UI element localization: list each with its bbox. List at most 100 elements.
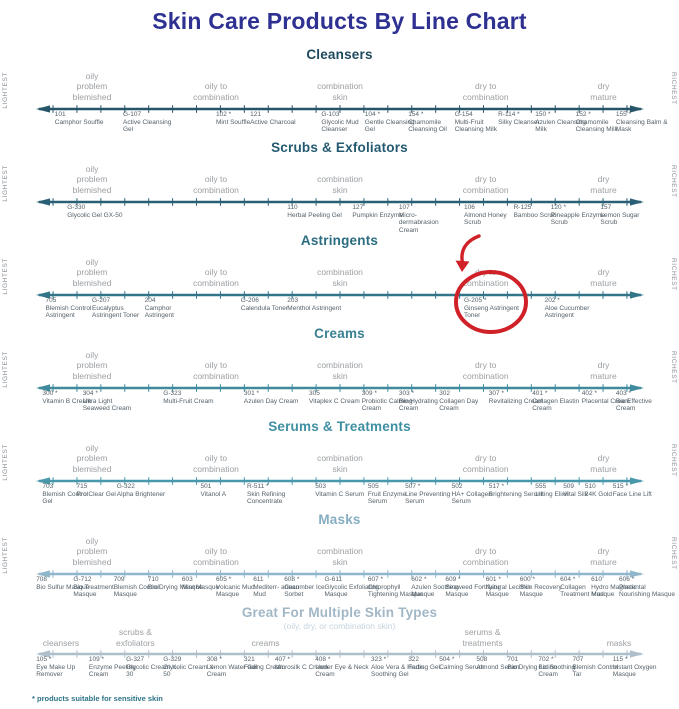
product-item: 304 * Ultra Light Seaweed Cream bbox=[83, 390, 139, 413]
skin-type-label: combination skin bbox=[317, 453, 363, 474]
skin-type-label: serums & treatments bbox=[462, 627, 503, 648]
product-name: Face Line Lift bbox=[612, 490, 652, 498]
product-number: 110 bbox=[287, 204, 298, 211]
product-name: Enzyme Peeling Cream bbox=[88, 663, 136, 679]
product-number: G-611 bbox=[324, 576, 343, 583]
product-number: 309 * bbox=[361, 390, 377, 397]
product-name: Gentle Cleansing Gel bbox=[364, 118, 415, 134]
product-item: 403 * Bio Effective Cream bbox=[616, 390, 672, 413]
product-number: 705 bbox=[45, 297, 57, 304]
product-item: 603 Mint Masque bbox=[182, 576, 238, 591]
product-number: 322 bbox=[408, 656, 420, 663]
row-inner: oily problem blemished oily to combination co… bbox=[30, 418, 652, 511]
product-number: 407 * bbox=[274, 656, 291, 663]
product-number: 105 * bbox=[36, 656, 52, 663]
product-number: 300 * bbox=[42, 390, 58, 397]
product-number: 600 * bbox=[519, 576, 535, 583]
product-name: Azulen Cleansing Milk bbox=[535, 118, 586, 134]
row-inner: oily problem blemished oily to combination co… bbox=[30, 139, 650, 234]
product-item: 106 Almond Honey Scrub bbox=[464, 204, 520, 227]
row-cleansers: Cleansers LIGHTEST RICHEST oily problem blemi… bbox=[0, 46, 679, 139]
product-number: 302 bbox=[439, 390, 451, 397]
product-item: 322 Fading Gel bbox=[408, 656, 464, 671]
product-name: Fading Gel bbox=[408, 663, 440, 671]
row-inner: cleansers scrubs & exfoliators creams serums… bbox=[30, 604, 657, 692]
product-number: 515 * bbox=[612, 483, 628, 490]
skin-type-label: oily to combination bbox=[193, 267, 239, 288]
product-number: 106 bbox=[464, 204, 475, 211]
product-item: 152 * Chamomile Cleansing Milk bbox=[576, 111, 632, 134]
product-number: 508 bbox=[476, 656, 488, 663]
product-item: R-125 Bamboo Scrub bbox=[514, 204, 570, 219]
product-name: Almond Honey Scrub bbox=[464, 211, 507, 227]
axis-line bbox=[30, 647, 650, 661]
product-name: Ultra Light Seaweed Cream bbox=[82, 397, 132, 413]
product-name: Collagen Day Cream bbox=[439, 397, 479, 413]
row-title-astringents: Astringents bbox=[300, 233, 379, 248]
richest-label: RICHEST bbox=[670, 537, 677, 570]
product-number: 304 * bbox=[82, 390, 98, 397]
product-number: 611 bbox=[253, 576, 264, 583]
product-number: 509 bbox=[563, 483, 575, 490]
lightest-label: LIGHTEST bbox=[2, 165, 9, 202]
product-item: 715 Pro Clear Gel bbox=[77, 483, 133, 498]
product-item: 300 * Vitamin B Cream bbox=[42, 390, 98, 405]
product-number: 504 * bbox=[439, 656, 455, 663]
skin-type-label: oily to combination bbox=[193, 546, 239, 567]
axis-line bbox=[30, 102, 650, 116]
product-number: 203 bbox=[287, 297, 299, 304]
product-number: 603 bbox=[181, 576, 193, 583]
product-item: 401 * Collagen Elastin Cream bbox=[532, 390, 588, 413]
product-item: 154 * Chamomile Cleansing Oil bbox=[408, 111, 464, 134]
product-number: 202 * bbox=[544, 297, 560, 304]
row-inner: oily problem blemished oily to combination co… bbox=[30, 325, 652, 418]
product-item: 303 * Bio Hydrating Cream bbox=[399, 390, 455, 413]
skin-type-label: cleansers bbox=[42, 637, 80, 648]
product-item: 115 * Instant Oxygen Masque bbox=[613, 656, 669, 679]
product-number: R-125 bbox=[513, 204, 532, 211]
axis-line bbox=[30, 195, 650, 209]
product-item: 504 * Calming Serum bbox=[439, 656, 495, 671]
product-name: Glycolic Cream X-30 bbox=[126, 663, 179, 679]
product-item: G-611 Glycolic Exfoliating Masque bbox=[325, 576, 381, 599]
product-number: 608 * bbox=[284, 576, 300, 583]
product-number: 601 * bbox=[485, 576, 501, 583]
product-name: Blemish Control Tar bbox=[572, 663, 619, 679]
product-name: Lifting Elixir bbox=[535, 490, 569, 498]
product-item: 307 * Revitalizing Cream bbox=[489, 390, 545, 405]
product-name: Eye Make Up Remover bbox=[36, 663, 76, 679]
skin-type-label: dry mature bbox=[590, 546, 617, 567]
product-number: 101 bbox=[54, 111, 66, 118]
product-number: G-712 bbox=[73, 576, 92, 583]
row-title-cleansers: Cleansers bbox=[306, 47, 373, 62]
product-name: Lemon Sugar Scrub bbox=[600, 211, 640, 227]
product-name: Bio Drying Masque bbox=[147, 583, 203, 591]
product-item: 301 * Azulen Day Cream bbox=[244, 390, 300, 405]
product-name: Bio Sulfur Masque bbox=[36, 583, 90, 591]
row-astringents: Astringents LIGHTEST RICHEST oily problem ble… bbox=[0, 232, 679, 334]
product-number: G-330 bbox=[67, 204, 86, 211]
richest-label: RICHEST bbox=[670, 351, 677, 384]
skin-type-label: dry to combination bbox=[462, 453, 509, 474]
skin-type-label: dry to combination bbox=[462, 546, 509, 567]
product-number: 150 * bbox=[535, 111, 551, 118]
product-name: Aloe Vera & Herbs Soothing Gel bbox=[371, 663, 425, 679]
product-name: Almond Serum bbox=[476, 663, 520, 671]
product-number: 605 * bbox=[216, 576, 232, 583]
row-title-creams: Creams bbox=[314, 326, 365, 341]
product-name: Mint Masque bbox=[181, 583, 220, 591]
product-item: 110 Herbal Peeling Gel bbox=[287, 204, 343, 219]
page-title: Skin Care Products By Line Chart bbox=[152, 8, 527, 34]
product-number: 709 bbox=[113, 576, 125, 583]
product-number: G-327 bbox=[126, 656, 145, 663]
product-item: 407 * Microsilk C Cream bbox=[275, 656, 331, 671]
product-item: 517 * Brightening Serum bbox=[489, 483, 545, 498]
chart-rows: Cleansers LIGHTEST RICHEST oily problem blemi… bbox=[0, 46, 679, 692]
product-name: Bio Effective Cream bbox=[615, 397, 652, 413]
skin-type-label: dry mature bbox=[590, 360, 617, 381]
product-number: 305 bbox=[309, 390, 320, 397]
product-number: 602 * bbox=[411, 576, 427, 583]
skin-type-label: oily problem blemished bbox=[72, 163, 112, 195]
product-number: G-207 bbox=[92, 297, 111, 304]
